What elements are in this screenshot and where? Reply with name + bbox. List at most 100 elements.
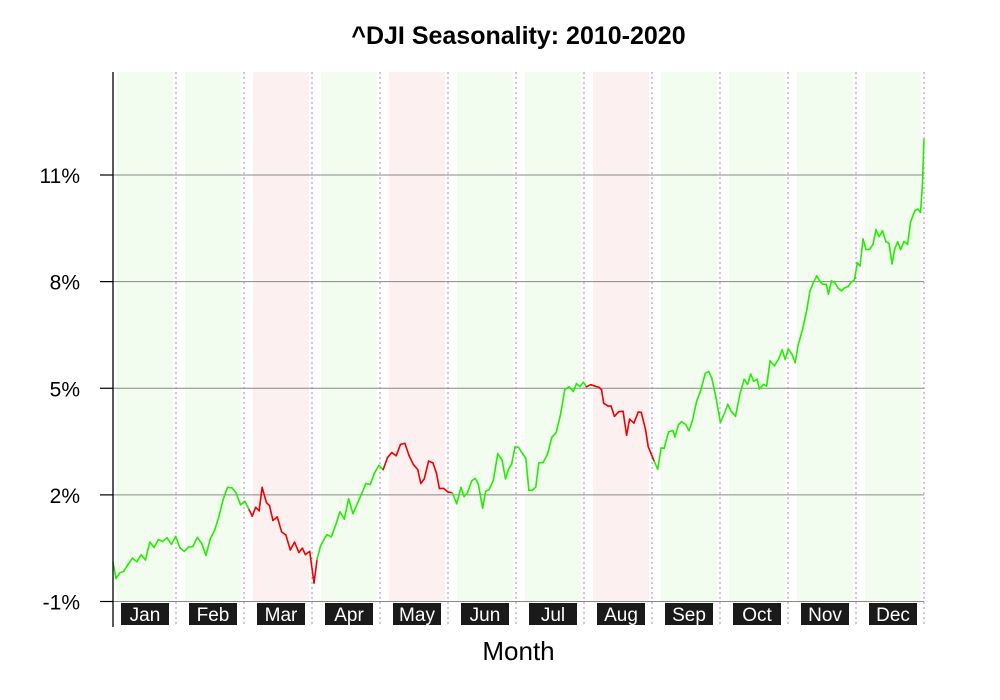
series-segment (373, 464, 380, 474)
series-segment (293, 541, 300, 554)
series-segment (765, 360, 771, 387)
series-segment (875, 228, 880, 238)
series-segment (719, 411, 726, 424)
series-segment (550, 431, 557, 439)
series-segment (613, 410, 620, 418)
x-tick-label: Dec (876, 605, 910, 626)
series-segment (231, 486, 238, 494)
series-segment (746, 373, 752, 386)
series-segment (352, 502, 359, 515)
series-segment (517, 446, 523, 454)
x-tick-chip (121, 603, 169, 625)
series-segment (463, 491, 469, 498)
series-segment (382, 456, 389, 471)
series-segment (644, 429, 649, 448)
series-segment (360, 482, 367, 495)
series-segment (356, 493, 363, 505)
series-segment (135, 554, 142, 563)
series-segment (474, 477, 480, 485)
series-segment (488, 479, 495, 491)
series-segment (477, 483, 484, 509)
x-tick-aug: Aug (597, 603, 645, 626)
series-segment (656, 447, 662, 471)
x-tick-label: Mar (265, 605, 298, 626)
series-segment (809, 281, 815, 293)
series-segment (715, 397, 722, 424)
x-tick-oct: Oct (733, 603, 781, 626)
series-segment (285, 534, 292, 551)
series-segment (423, 460, 430, 480)
series-segment (442, 487, 449, 493)
series-segment (451, 491, 458, 505)
series-segment (408, 454, 415, 466)
series-segment (726, 403, 732, 413)
series-segment (244, 500, 250, 511)
month-band-aug (593, 72, 649, 602)
series-segment (640, 411, 647, 431)
series-segment (650, 453, 656, 463)
series-segment (209, 529, 216, 540)
series-segment (123, 563, 129, 573)
x-tick-chip (665, 603, 713, 625)
month-band-apr (321, 72, 377, 602)
series-segment (602, 402, 609, 407)
series-segment (758, 383, 765, 390)
gridlines (113, 72, 925, 627)
series-segment (700, 372, 707, 391)
month-band-dec (865, 72, 921, 602)
series-segment (334, 511, 341, 526)
series-segment (501, 459, 507, 480)
x-tick-label: Jan (130, 605, 161, 626)
series-segment (859, 238, 864, 267)
x-tick-chip (461, 603, 509, 625)
series-segment (801, 308, 808, 331)
series-segment (289, 541, 296, 551)
series-segment (881, 230, 887, 243)
series-segment (853, 261, 859, 281)
series-segment (460, 486, 465, 498)
series-segment (339, 511, 346, 520)
x-tick-label: Oct (742, 605, 772, 626)
series-segment (301, 547, 307, 556)
series-segment (546, 436, 553, 456)
series-segment (919, 186, 924, 214)
month-band-oct (729, 72, 785, 602)
series-segment (455, 486, 462, 505)
series-segment (520, 451, 527, 460)
series-segment (272, 516, 279, 522)
x-tick-chip (393, 603, 441, 625)
series-segment (921, 138, 925, 188)
x-tick-label: Feb (197, 605, 230, 626)
series-segment (213, 515, 220, 532)
series-segment (784, 347, 790, 361)
series-segment (559, 388, 566, 416)
series-segment (563, 386, 570, 391)
series-segment (688, 420, 694, 432)
series-segment (555, 414, 562, 434)
month-band-jan (117, 72, 173, 602)
series-segment (218, 498, 225, 518)
month-band-sep (661, 72, 717, 602)
y-tick-label: 5% (50, 378, 80, 401)
series-segment (872, 228, 877, 246)
series-segment (568, 386, 575, 393)
x-tick-jun: Jun (461, 603, 509, 626)
series-segment (258, 486, 263, 512)
series-segment (412, 463, 419, 471)
series-segment (710, 377, 717, 400)
series-segment (685, 423, 690, 432)
series-segment (680, 420, 687, 426)
series-segment (730, 410, 737, 418)
month-band-mar (253, 72, 309, 602)
series-segment (280, 531, 287, 536)
series-segment (794, 344, 799, 364)
month-band-may (389, 72, 445, 602)
series-segment (432, 462, 438, 474)
y-tick-label: 8% (50, 272, 80, 295)
x-tick-chip (801, 603, 849, 625)
series-segment (347, 497, 354, 515)
series-segment (585, 383, 592, 388)
series-segment (183, 546, 190, 553)
x-tick-chip (189, 603, 237, 625)
series-segment (496, 452, 503, 461)
